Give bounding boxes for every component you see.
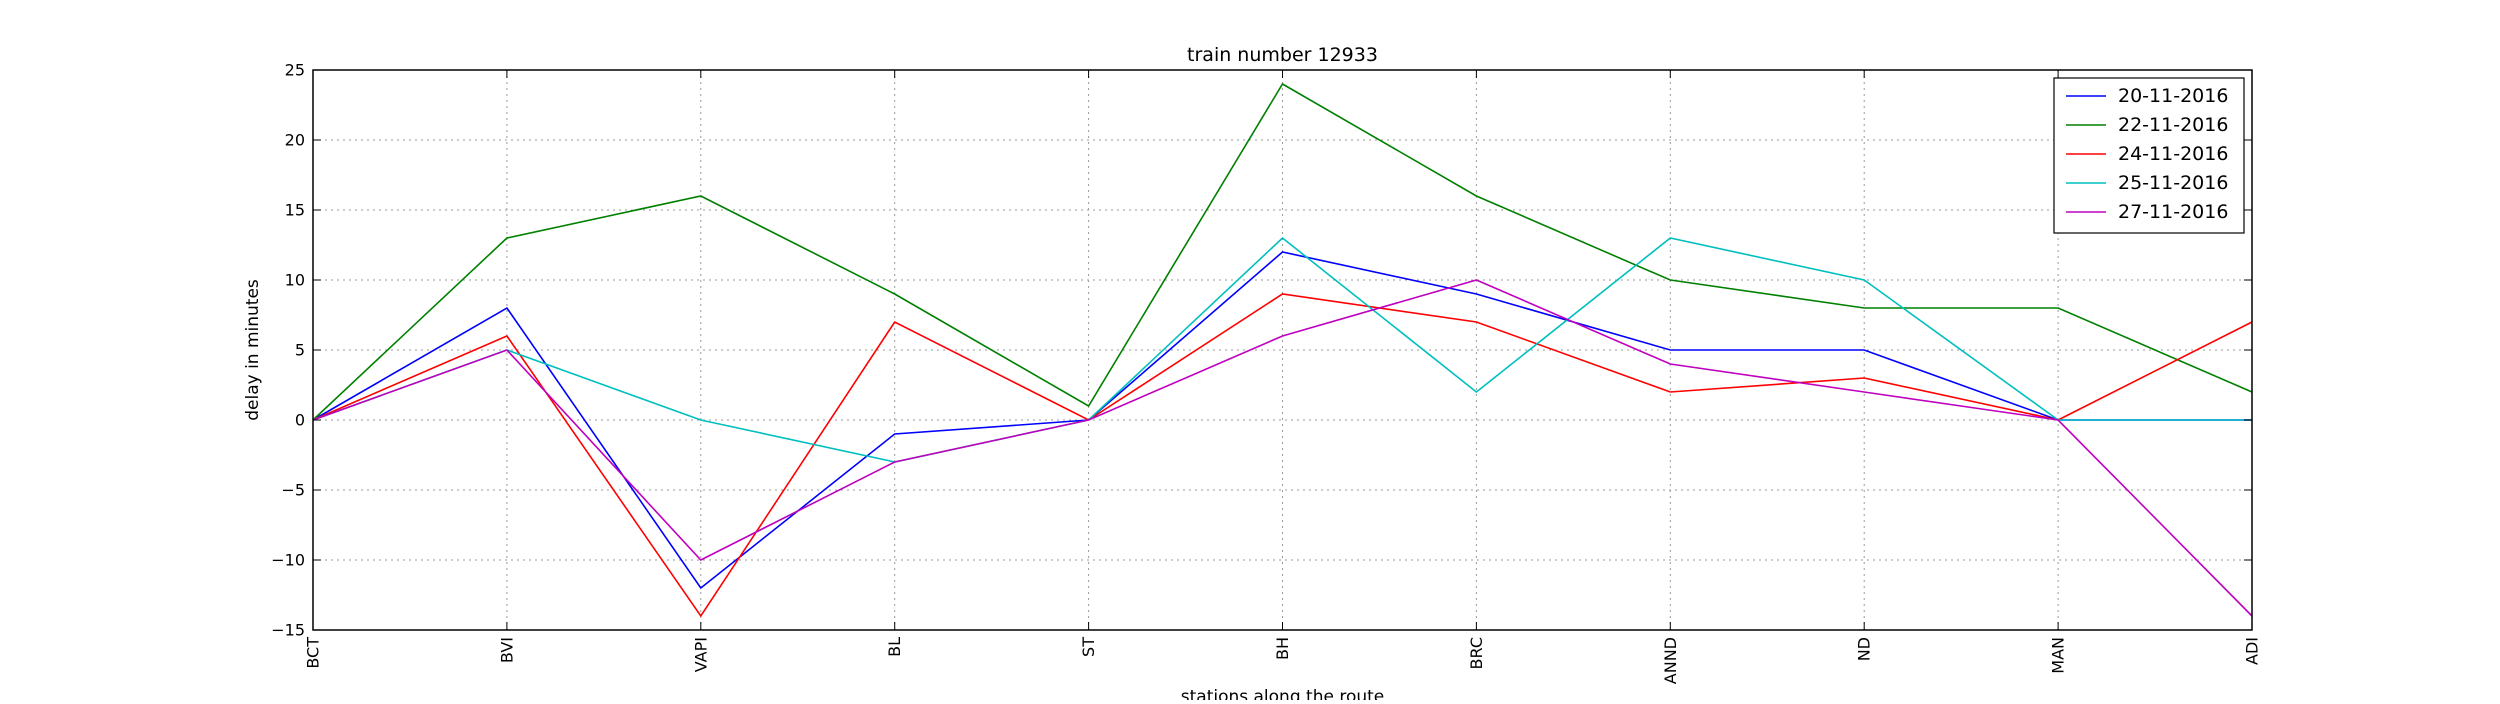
x-tick-label: BRC xyxy=(1467,637,1486,669)
series-line xyxy=(312,82,2253,421)
y-tick-label: 25 xyxy=(285,61,305,80)
y-tick-label: 0 xyxy=(295,411,305,430)
legend-box xyxy=(2053,77,2245,234)
x-tick-label: ST xyxy=(1079,637,1098,657)
y-tick-label: 15 xyxy=(285,201,305,220)
y-tick-label: −10 xyxy=(271,551,305,570)
legend-label: 25-11-2016 xyxy=(2118,172,2228,194)
x-tick-label: ANND xyxy=(1661,637,1680,684)
x-tick-label: ADI xyxy=(2243,637,2262,665)
x-tick-label: BH xyxy=(1273,637,1292,660)
legend-label: 24-11-2016 xyxy=(2118,143,2228,165)
series-line xyxy=(312,293,2253,618)
series-line xyxy=(312,251,2252,590)
series-line xyxy=(312,279,2253,617)
y-axis-label: delay in minutes xyxy=(243,279,263,421)
tick-layer: BCT BVI VAPI BL ST BH BRC ANND ND MAN ADI −15 −10 −5 0… xyxy=(271,61,2261,685)
y-tick-label: 20 xyxy=(285,131,305,150)
y-tick-label: −15 xyxy=(271,621,305,640)
x-tick-label: VAPI xyxy=(691,637,710,672)
series-layer xyxy=(312,82,2253,618)
x-tick-label: ND xyxy=(1855,637,1874,661)
legend-label: 22-11-2016 xyxy=(2118,114,2228,136)
legend-label: 27-11-2016 xyxy=(2118,201,2228,223)
series-line xyxy=(312,236,2252,463)
y-tick-label: 10 xyxy=(285,271,305,290)
grid-layer xyxy=(313,70,2252,630)
y-tick-label: 5 xyxy=(295,341,305,360)
x-tick-label: BL xyxy=(885,637,904,657)
x-tick-label: MAN xyxy=(2049,637,2068,674)
legend: 20-11-2016 22-11-2016 24-11-2016 25-11-2016… xyxy=(2053,77,2245,234)
chart-title: train number 12933 xyxy=(1187,44,1378,66)
x-axis-label: stations along the route xyxy=(1181,687,1385,700)
x-tick-label: BCT xyxy=(304,637,323,669)
y-tick-label: −5 xyxy=(281,481,305,500)
x-tick-label: BVI xyxy=(497,637,516,663)
legend-label: 20-11-2016 xyxy=(2118,85,2228,107)
